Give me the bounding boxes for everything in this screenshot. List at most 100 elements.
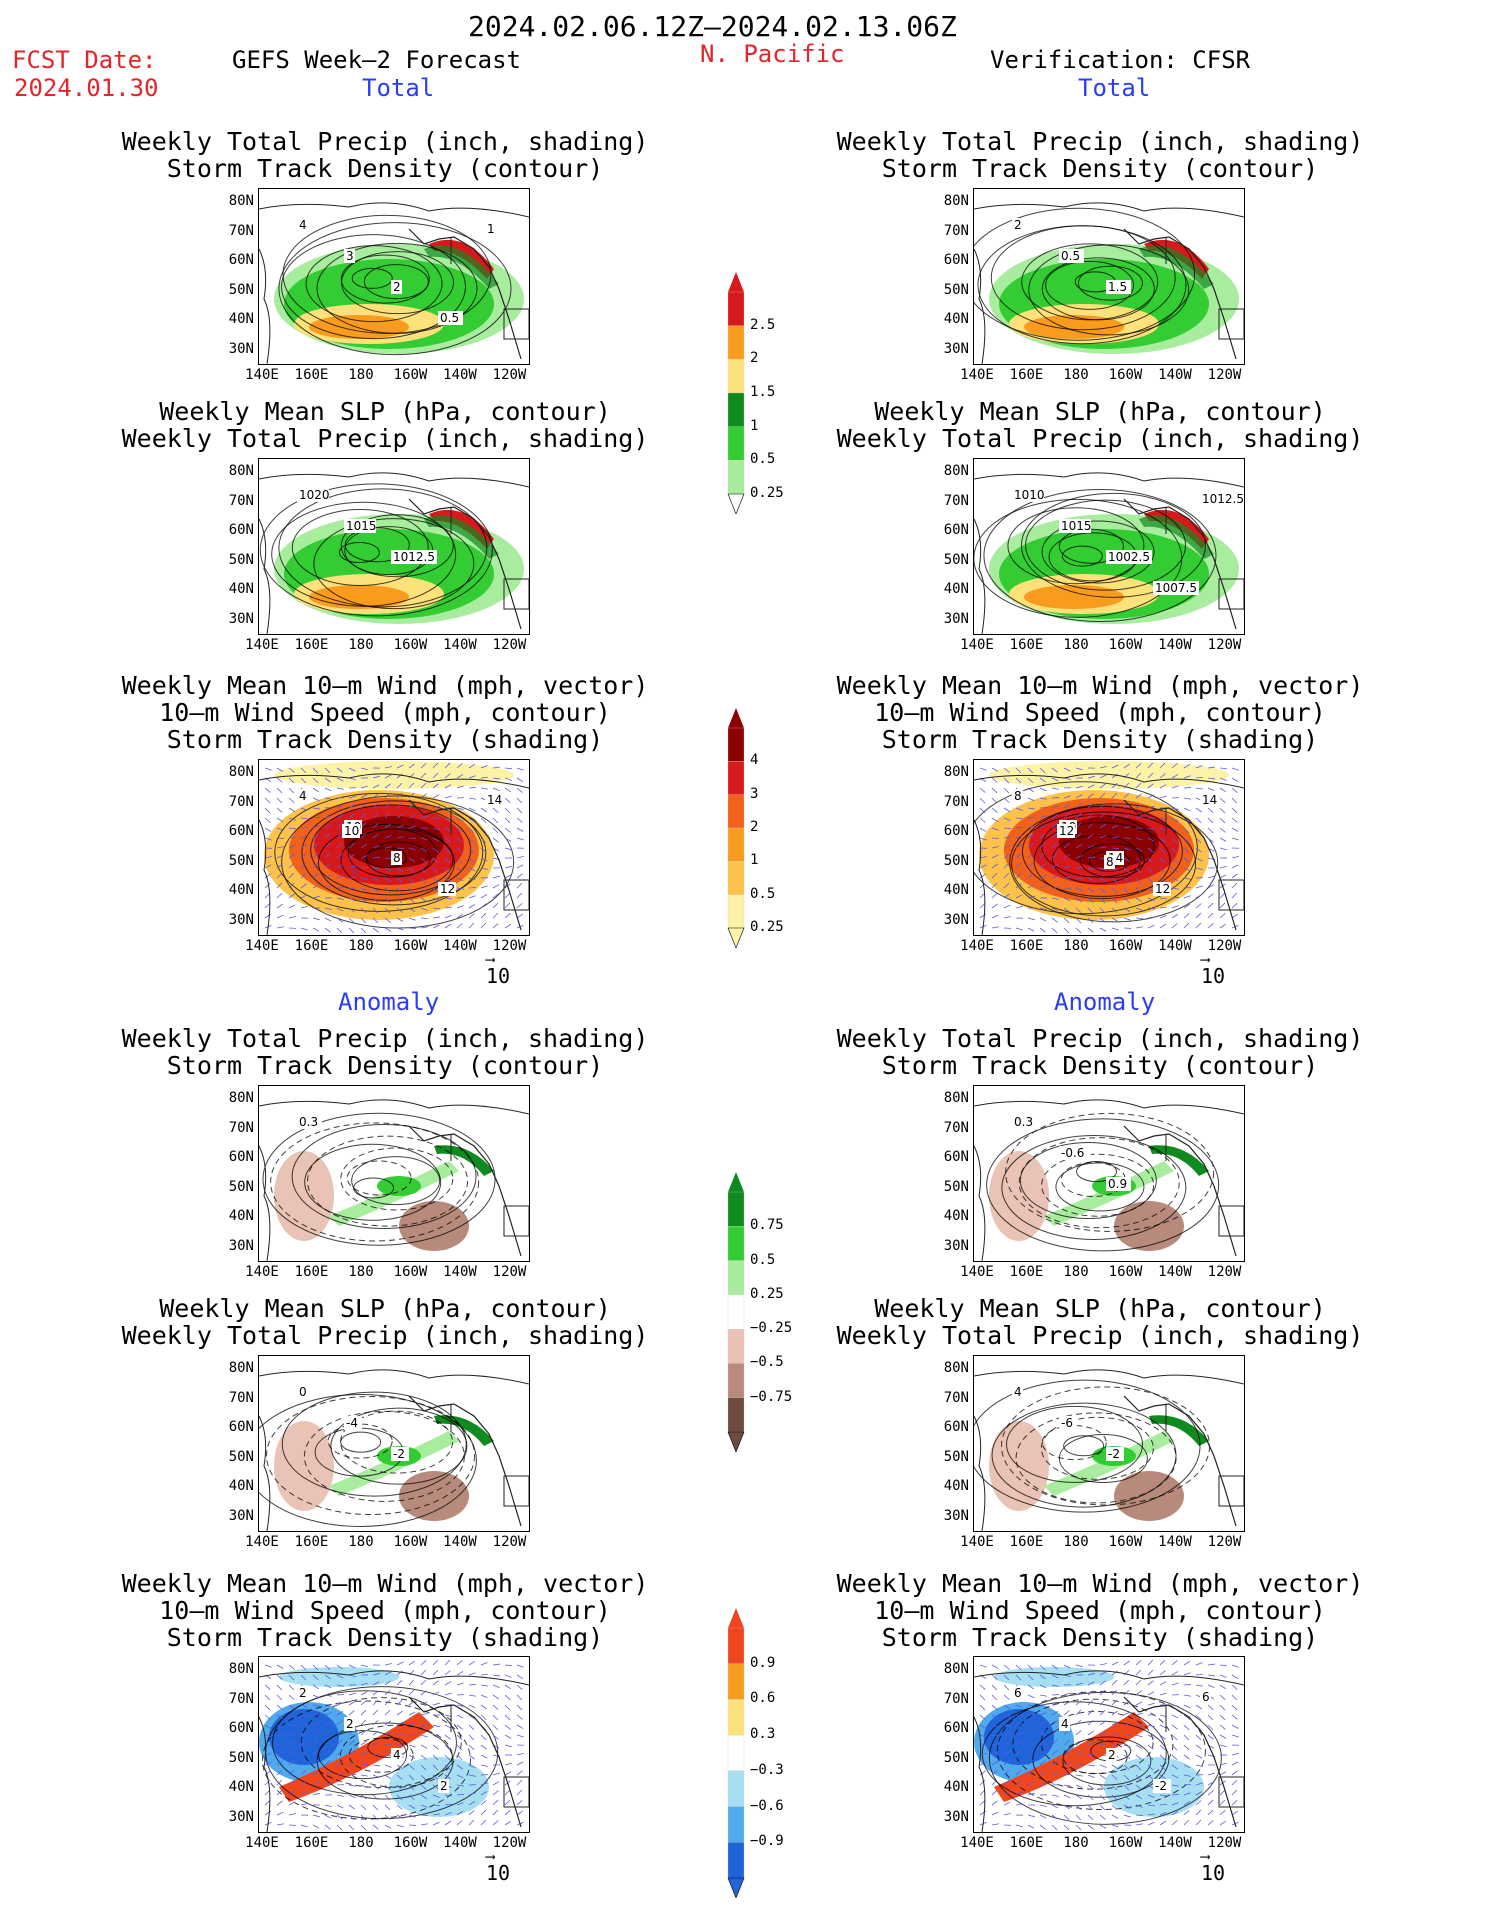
contour-label: -6 — [1059, 1416, 1077, 1430]
colorbar-label: 0.25 — [750, 1285, 784, 1302]
svg-text:4: 4 — [1061, 1717, 1069, 1731]
lat-tick: 60N — [943, 1149, 969, 1165]
svg-text:14: 14 — [1202, 793, 1217, 807]
lon-tick: 160W — [1108, 367, 1143, 383]
lat-tick: 80N — [228, 463, 254, 479]
lon-tick: 160W — [393, 1264, 428, 1280]
svg-text:1015: 1015 — [346, 519, 377, 533]
lat-tick: 60N — [228, 1720, 254, 1736]
svg-text:2: 2 — [1108, 1748, 1116, 1762]
lat-tick: 80N — [228, 1360, 254, 1376]
contour-label: 10 — [342, 824, 360, 838]
map-fc_wind_anom: 2 2 4 2 — [258, 1656, 530, 1833]
contour-label: 1010 — [1012, 488, 1045, 502]
colorbar-label: −0.75 — [750, 1388, 793, 1405]
lat-tick: 30N — [228, 911, 254, 928]
lon-tick: 140W — [1158, 1264, 1192, 1280]
map-fc_wind_total: 4108121410 — [258, 759, 530, 936]
colorbar-label: 1 — [750, 417, 759, 434]
lat-tick: 70N — [228, 1119, 254, 1136]
panel-title-fc_wind_total-0: Weekly Mean 10–m Wind (mph, vector) — [121, 671, 649, 700]
contour-label: 4 — [1059, 1717, 1070, 1731]
lat-tick: 40N — [228, 1208, 254, 1224]
lon-tick: 180 — [1063, 1534, 1089, 1550]
lat-tick: 60N — [228, 522, 254, 538]
lat-tick: 60N — [228, 252, 254, 268]
lon-tick: 160W — [1108, 1534, 1143, 1550]
panel-title-vf_precip_anom-0: Weekly Total Precip (inch, shading) — [836, 1024, 1364, 1053]
lat-tick: 80N — [228, 1661, 254, 1677]
panel-title-vf_slp_total-0: Weekly Mean SLP (hPa, contour) — [874, 397, 1326, 426]
lon-tick: 180 — [348, 637, 374, 653]
lat-tick: 80N — [943, 1360, 969, 1376]
colorbar-label: −0.5 — [750, 1354, 784, 1371]
contour-label: 8 — [1012, 789, 1023, 803]
colorbar-label: 0.5 — [750, 885, 776, 902]
svg-text:-0.6: -0.6 — [1061, 1146, 1084, 1160]
svg-text:14: 14 — [487, 793, 502, 807]
panel-title-fc_wind_total-1: 10–m Wind Speed (mph, contour) — [159, 698, 611, 727]
lon-tick: 180 — [348, 1264, 374, 1280]
panel-title-vf_precip_total-0: Weekly Total Precip (inch, shading) — [836, 127, 1364, 156]
panel-title-vf_wind_anom-0: Weekly Mean 10–m Wind (mph, vector) — [836, 1569, 1364, 1598]
lon-tick: 180 — [348, 938, 374, 954]
lon-tick: 160W — [1108, 1264, 1143, 1280]
lon-tick: 140E — [245, 938, 279, 954]
contour-label: 2 — [1012, 218, 1023, 232]
lat-tick: 50N — [943, 281, 969, 298]
lon-tick: 160W — [393, 367, 428, 383]
colorbar-label: −0.25 — [750, 1320, 793, 1337]
colorbar-label: 0.6 — [750, 1690, 776, 1707]
lat-tick: 30N — [943, 610, 969, 627]
vector-reference: ⟶ 10 — [486, 1849, 511, 1885]
lon-tick: 160E — [1009, 367, 1044, 383]
lon-tick: 160W — [393, 1534, 428, 1550]
lat-tick: 60N — [228, 1419, 254, 1435]
lon-tick: 160W — [1108, 1835, 1143, 1851]
colorbar-anom_precip — [726, 1172, 746, 1456]
lon-tick: 120W — [492, 938, 527, 954]
lat-tick: 80N — [943, 193, 969, 209]
lon-tick: 140E — [960, 938, 994, 954]
lat-tick: 40N — [228, 882, 254, 898]
panel-title-fc_slp_anom-0: Weekly Mean SLP (hPa, contour) — [159, 1294, 611, 1323]
contour-label: 2 — [391, 280, 402, 294]
lat-tick: 30N — [228, 1237, 254, 1254]
lon-tick: 140W — [1158, 938, 1192, 954]
lat-tick: 30N — [228, 610, 254, 627]
lon-tick: 160E — [294, 1534, 329, 1550]
lon-tick: 140E — [960, 1264, 994, 1280]
svg-text:0.5: 0.5 — [1061, 249, 1080, 263]
lat-tick: 40N — [943, 882, 969, 898]
map-fc_slp_anom: 0 -4 -2 — [258, 1355, 530, 1532]
lon-tick: 140W — [443, 367, 477, 383]
colorbar-label: 1 — [750, 852, 759, 869]
lon-tick: 180 — [348, 1835, 374, 1851]
lat-tick: 30N — [943, 911, 969, 928]
section-anomaly-left: Anomaly — [338, 988, 440, 1016]
colorbar-label: 0.25 — [750, 485, 784, 501]
lat-tick: 70N — [228, 1389, 254, 1406]
lon-tick: 120W — [492, 637, 527, 653]
svg-text:2: 2 — [299, 1686, 307, 1700]
map-vf_slp_total: 1010 1015 1002.5 1007.5 1012.5 — [973, 458, 1245, 635]
svg-text:-4: -4 — [346, 1416, 358, 1430]
contour-label: 2 — [297, 1686, 308, 1700]
lon-tick: 160E — [294, 637, 329, 653]
colorbar-label: 0.3 — [750, 1726, 776, 1743]
colorbar-label: 0.5 — [750, 1251, 776, 1268]
svg-text:12: 12 — [1059, 824, 1074, 838]
colorbar-label: 0.5 — [750, 451, 776, 468]
lon-tick: 120W — [492, 1835, 527, 1851]
lat-tick: 70N — [943, 1119, 969, 1136]
contour-label: 14 — [485, 793, 503, 807]
panel-title-vf_wind_total-1: 10–m Wind Speed (mph, contour) — [874, 698, 1326, 727]
lon-tick: 180 — [348, 1534, 374, 1550]
contour-label: 4 — [391, 1748, 402, 1762]
contour-label: 1020 — [297, 488, 330, 502]
lat-tick: 40N — [943, 1779, 969, 1795]
lat-tick: 30N — [943, 1507, 969, 1524]
lat-tick: 40N — [943, 311, 969, 327]
contour-label: 1007.5 — [1153, 581, 1199, 595]
lat-tick: 60N — [943, 1720, 969, 1736]
